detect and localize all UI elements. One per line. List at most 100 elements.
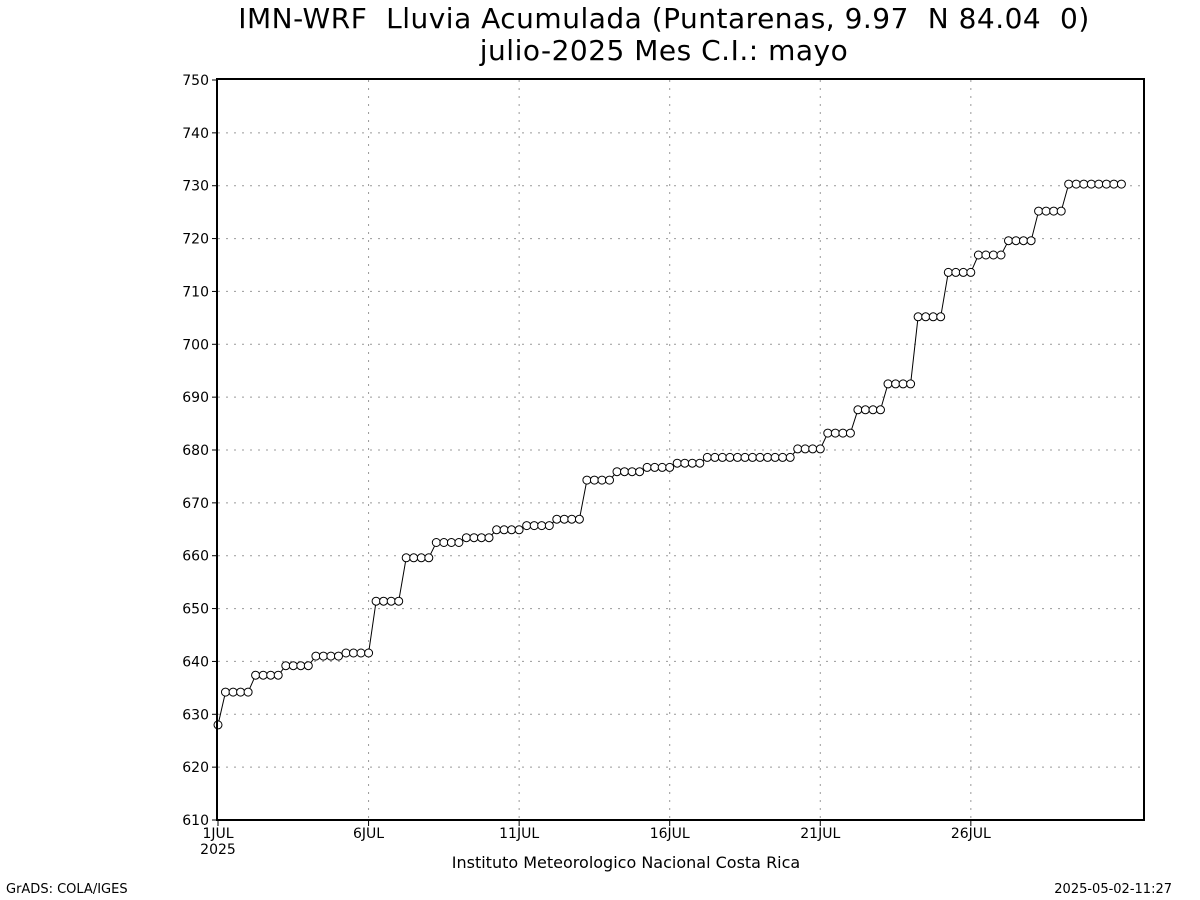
chart-title: IMN-WRF Lluvia Acumulada (Puntarenas, 9.… (238, 2, 1090, 35)
data-point (228, 687, 238, 697)
data-point (416, 553, 426, 563)
data-point (665, 462, 675, 472)
data-point (311, 651, 321, 661)
data-point (251, 670, 261, 680)
data-point (364, 648, 374, 658)
data-point (605, 475, 614, 485)
data-point (1064, 179, 1074, 189)
data-point (808, 444, 818, 454)
data-point (296, 661, 306, 671)
data-point (800, 444, 810, 454)
y-tick-label: 690 (182, 390, 209, 406)
data-point (567, 514, 577, 524)
data-point (552, 514, 562, 524)
data-point (469, 533, 479, 543)
data-point (838, 428, 848, 438)
data-point (401, 553, 411, 563)
data-point (830, 428, 840, 438)
data-point (424, 553, 434, 563)
data-point (236, 687, 246, 697)
y-tick-label: 650 (182, 602, 209, 618)
data-point (477, 533, 486, 543)
y-tick-label: 630 (182, 707, 209, 723)
chart-subtitle: julio-2025 Mes C.I.: mayo (479, 34, 849, 67)
data-point (288, 661, 298, 671)
data-point (597, 475, 607, 485)
data-point (318, 651, 328, 661)
y-tick-label: 720 (182, 232, 209, 248)
data-point (725, 452, 735, 462)
data-point (973, 250, 983, 260)
data-point (898, 379, 908, 389)
data-point (537, 521, 547, 531)
data-point (785, 452, 795, 462)
data-point (763, 452, 773, 462)
data-point (996, 250, 1006, 260)
data-point (281, 661, 291, 671)
data-point (627, 467, 637, 477)
data-point (717, 452, 727, 462)
data-point (1041, 206, 1051, 216)
data-point (1086, 179, 1096, 189)
x-tick-label: 26JUL (951, 826, 991, 842)
data-point (221, 687, 230, 697)
data-point (386, 596, 396, 606)
y-tick-label: 680 (182, 443, 209, 459)
data-point (657, 462, 667, 472)
series-accumulated-rain (213, 179, 1126, 730)
data-point (921, 312, 931, 322)
data-point (356, 648, 366, 658)
data-point (1056, 206, 1066, 216)
data-point (326, 651, 336, 661)
y-axis: 610 620 630 640 650 660 670 680 690 700 710 720 730 7… (182, 73, 218, 829)
data-point (906, 379, 916, 389)
data-point (243, 687, 253, 697)
data-point (748, 452, 757, 462)
data-point (853, 405, 863, 415)
data-point (1026, 236, 1036, 246)
data-point (522, 521, 532, 531)
x-tick-label: 16JUL (650, 826, 690, 842)
data-point (687, 458, 697, 468)
data-point (273, 670, 283, 680)
grads-credit: GrADS: COLA/IGES (6, 882, 128, 897)
data-point (461, 533, 471, 543)
data-point (1079, 179, 1089, 189)
data-point (574, 514, 584, 524)
data-point (1049, 206, 1059, 216)
x-tick-label: 1JUL (202, 826, 233, 842)
data-point (815, 444, 825, 454)
data-point (876, 405, 885, 415)
data-point (349, 648, 358, 658)
data-point (936, 312, 946, 322)
data-point (394, 596, 404, 606)
data-point (1019, 236, 1028, 246)
data-point (981, 250, 991, 260)
data-point (544, 521, 554, 531)
data-point (943, 267, 953, 277)
data-point (1101, 179, 1111, 189)
data-point (702, 452, 712, 462)
x-tick-label: 11JUL (499, 826, 539, 842)
data-point (966, 267, 976, 277)
data-point (409, 553, 419, 563)
data-point (695, 458, 705, 468)
data-point (1109, 179, 1119, 189)
data-point (439, 538, 449, 547)
data-point (446, 538, 456, 547)
data-point (710, 452, 720, 462)
data-point (642, 462, 652, 472)
data-point (650, 462, 660, 472)
data-point (672, 458, 682, 468)
data-point (492, 525, 502, 535)
data-point (1011, 236, 1021, 246)
data-point (928, 312, 938, 322)
data-point (951, 267, 961, 277)
data-point (266, 670, 276, 680)
data-point (868, 405, 878, 415)
data-point (379, 596, 389, 606)
data-point (860, 405, 870, 415)
data-point (454, 538, 464, 547)
data-point (1094, 179, 1104, 189)
data-point (680, 458, 690, 468)
